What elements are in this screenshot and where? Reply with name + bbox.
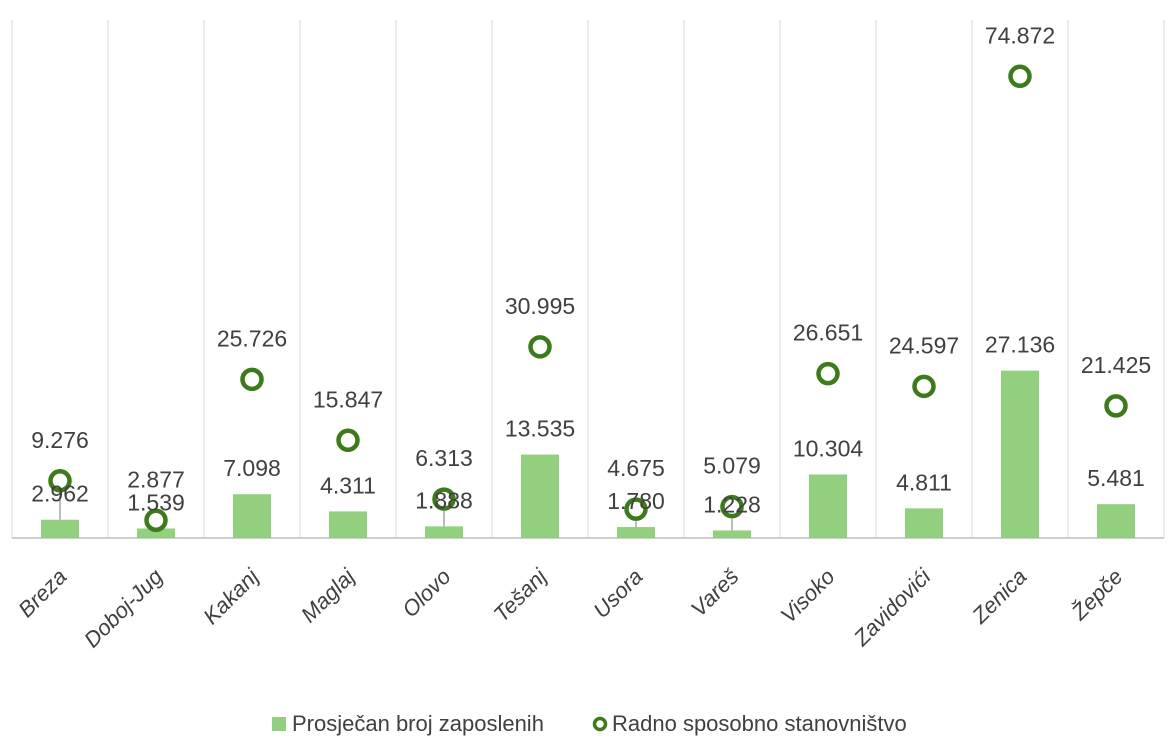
marker-value-label: 4.675 xyxy=(607,455,665,481)
bar-value-label: 1.228 xyxy=(703,491,761,517)
bar-3 xyxy=(233,494,271,538)
marker-9 xyxy=(816,361,840,386)
marker-value-label: 9.276 xyxy=(31,427,89,453)
category-label: Olovo xyxy=(397,564,455,622)
bar-4 xyxy=(329,511,367,538)
marker-10 xyxy=(912,374,936,399)
marker-value-label: 5.079 xyxy=(703,453,761,479)
grid-layer xyxy=(11,20,1165,539)
bar-value-label: 10.304 xyxy=(793,435,864,461)
bar-9 xyxy=(809,474,847,538)
bar-value-label: 4.811 xyxy=(896,469,952,495)
legend-marker-label: Radno sposobno stanovništvo xyxy=(612,711,907,736)
bar-5 xyxy=(425,526,463,538)
bar-11 xyxy=(1001,370,1039,538)
legend-marker-swatch xyxy=(592,716,608,732)
bar-2 xyxy=(137,528,175,538)
category-label: Breza xyxy=(13,564,71,622)
bar-6 xyxy=(521,454,559,538)
marker-value-label: 74.872 xyxy=(985,22,1055,48)
marker-5 xyxy=(432,487,456,511)
category-label: Zenica xyxy=(966,564,1031,629)
bar-value-label: 1.539 xyxy=(127,490,185,516)
marker-value-label: 15.847 xyxy=(313,386,383,412)
marker-8 xyxy=(720,494,744,519)
marker-value-label: 26.651 xyxy=(793,320,863,346)
bar-value-label: 13.535 xyxy=(505,416,575,442)
category-label: Vareš xyxy=(686,564,744,622)
marker-value-label: 24.597 xyxy=(889,332,959,358)
marker-3 xyxy=(240,367,264,392)
bar-value-label: 1.780 xyxy=(607,488,665,514)
bar-layer xyxy=(41,370,1135,538)
marker-layer xyxy=(48,64,1128,533)
bar-value-label: 2.962 xyxy=(31,481,89,507)
marker-12 xyxy=(1104,394,1128,418)
bar-12 xyxy=(1097,504,1135,538)
bar-7 xyxy=(617,527,655,538)
category-label: Maglaj xyxy=(296,563,360,627)
bar-value-label: 27.136 xyxy=(985,332,1055,358)
bar-value-label: 1.888 xyxy=(415,487,473,513)
marker-7 xyxy=(624,497,648,521)
category-label: Kakanj xyxy=(198,563,264,629)
marker-value-label: 6.313 xyxy=(415,445,473,471)
marker-value-label: 2.877 xyxy=(127,466,185,492)
marker-11 xyxy=(1008,64,1032,89)
bar-value-label: 5.481 xyxy=(1087,465,1145,491)
category-label: Tešanj xyxy=(489,563,553,627)
marker-value-label: 30.995 xyxy=(505,293,575,319)
marker-value-label: 21.425 xyxy=(1081,352,1151,378)
legend-bar-label: Prosječan broj zaposlenih xyxy=(292,711,544,736)
category-label: Žepče xyxy=(1066,564,1128,626)
bar-1 xyxy=(41,519,79,538)
legend-bar-swatch xyxy=(272,717,286,731)
bar-value-label: 4.311 xyxy=(320,472,376,498)
category-layer: Breza Doboj-Jug Kakanj Maglaj Olovo Tešanj Uso… xyxy=(13,563,1127,652)
category-label: Visoko xyxy=(775,564,839,628)
legend: Prosječan broj zaposlenih Radno sposobno… xyxy=(272,711,907,736)
marker-1 xyxy=(48,469,72,493)
marker-2 xyxy=(144,508,168,533)
marker-value-label: 25.726 xyxy=(217,325,287,351)
category-label: Zavidovići xyxy=(848,563,936,651)
marker-4 xyxy=(336,428,360,453)
bar-value-label: 7.098 xyxy=(223,455,281,481)
bar-8 xyxy=(713,530,751,538)
category-label: Usora xyxy=(588,564,647,623)
marker-6 xyxy=(528,335,552,359)
category-label: Doboj-Jug xyxy=(79,563,168,652)
bar-10 xyxy=(905,508,943,538)
